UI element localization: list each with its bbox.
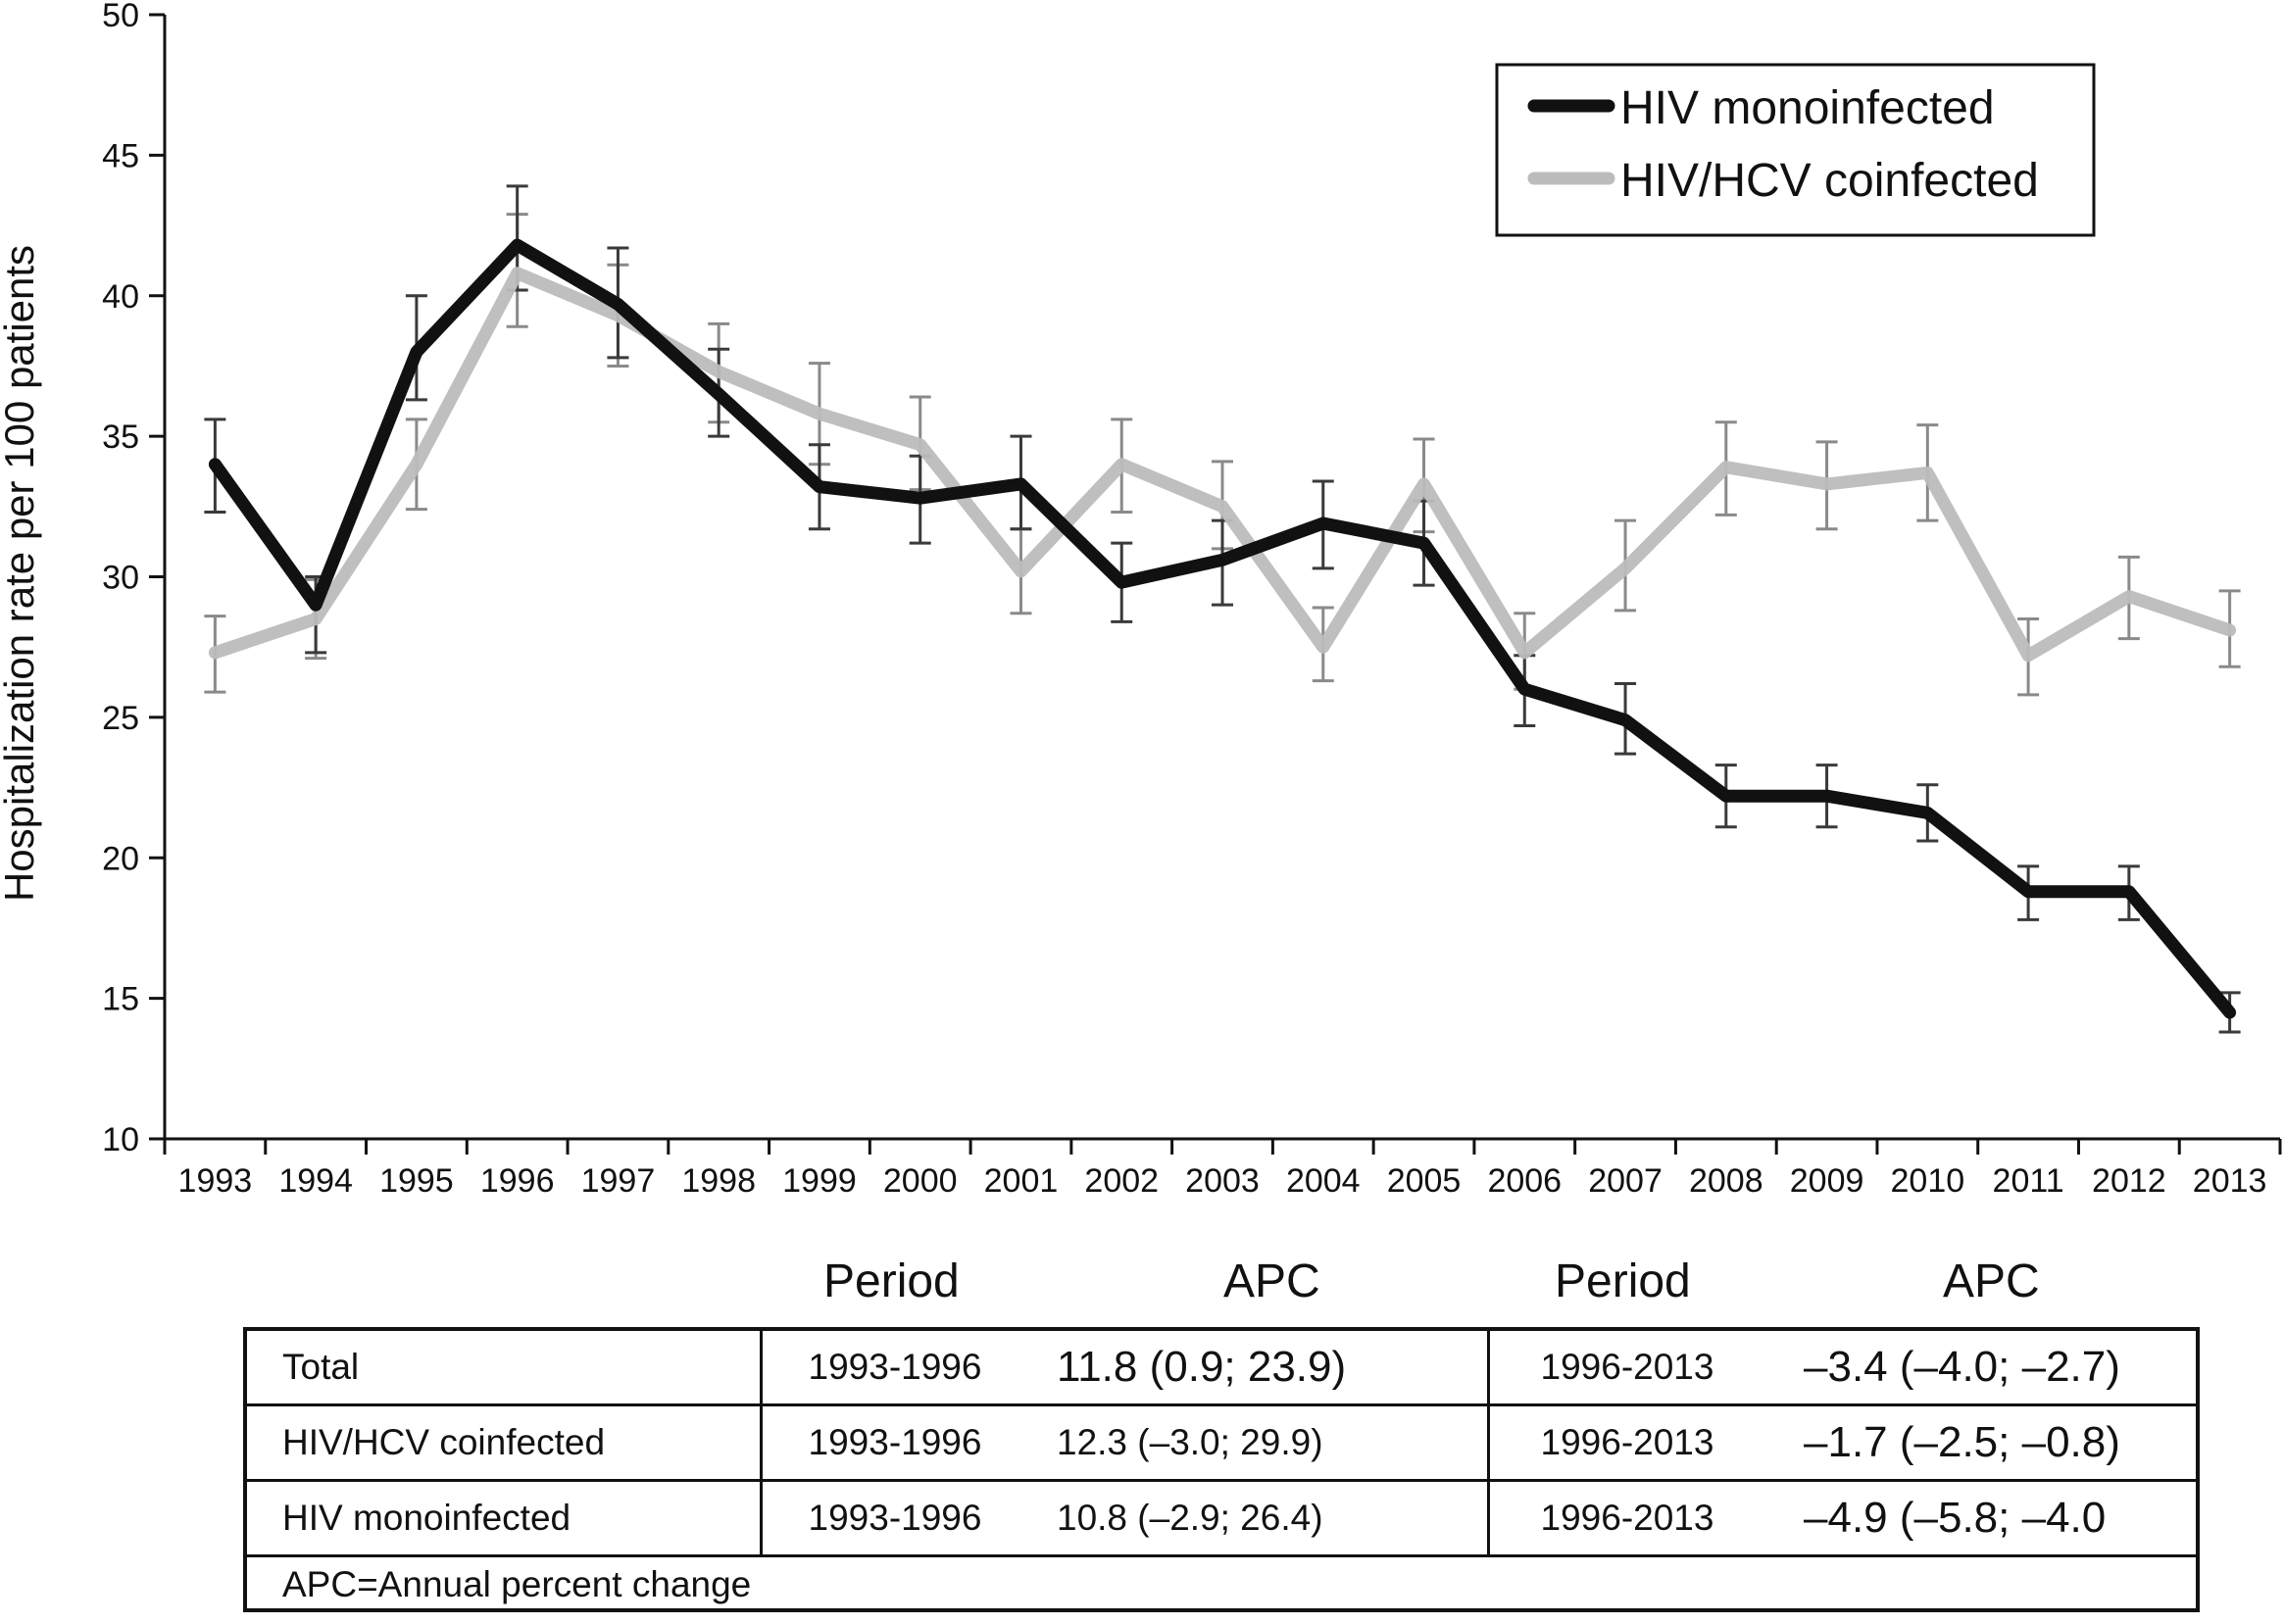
y-tick-label-30: 30 [102,560,139,597]
period-2-cell: 1996-2013 [1540,1498,1714,1538]
x-tick-label-2008: 2008 [1689,1162,1763,1200]
x-tick-label-1996: 1996 [480,1162,555,1200]
x-tick-label-2006: 2006 [1487,1162,1562,1200]
period-1-cell: 1993-1996 [808,1498,982,1538]
apc-1-cell: 11.8 (0.9; 23.9) [1027,1331,1490,1403]
legend-label-hiv-hcv-coinfected: HIV/HCV coinfected [1620,155,2039,207]
y-tick-label-10: 10 [102,1121,139,1158]
table-row-hiv-monoinfected: HIV monoinfected 1993-1996 10.8 (–2.9; 2… [247,1482,2196,1557]
table-header-apc-1: APC [1223,1255,1320,1307]
apc-2-cell: –1.7 (–2.5; –0.8) [1804,1418,2120,1466]
row-label: HIV/HCV coinfected [247,1406,763,1479]
y-tick-label-20: 20 [102,840,139,877]
table-header-period-1: Period [823,1255,960,1307]
x-tick-label-1993: 1993 [178,1162,253,1200]
table-header-period-2: Period [1555,1255,1691,1307]
period-2-cell: 1996-2013 [1540,1347,1714,1387]
x-tick-label-2013: 2013 [2193,1162,2267,1200]
period-2-cell: 1996-2013 [1540,1422,1714,1462]
series-lines [208,238,2237,1019]
apc-2-cell: –4.9 (–5.8; –4.0 [1804,1494,2107,1542]
x-tick-label-2002: 2002 [1084,1162,1159,1200]
x-tick-label-1995: 1995 [379,1162,454,1200]
chart-axes: 10 15 20 25 30 35 40 45 50 1993 1994 1995 1996 1997 19… [102,0,2282,1200]
legend-label-hiv-monoinfected: HIV monoinfected [1620,82,1995,134]
x-tick-label-2004: 2004 [1286,1162,1361,1200]
table-row-note: APC=Annual percent change [247,1557,2196,1612]
y-tick-label-50: 50 [102,0,139,34]
x-tick-label-1994: 1994 [278,1162,353,1200]
error-bars [204,184,2241,1034]
legend: HIV monoinfected HIV/HCV coinfected [1495,63,2096,237]
apc-2-cell: –3.4 (–4.0; –2.7) [1804,1343,2120,1391]
apc-table: Total 1993-1996 11.8 (0.9; 23.9) 1996-20… [243,1327,2200,1612]
x-tick-label-2007: 2007 [1588,1162,1663,1200]
y-tick-label-40: 40 [102,278,139,316]
x-tick-label-2009: 2009 [1790,1162,1864,1200]
x-tick-label-2000: 2000 [883,1162,958,1200]
y-tick-label-35: 35 [102,418,139,456]
x-tick-label-2012: 2012 [2092,1162,2166,1200]
legend-box [1495,63,2096,237]
y-axis-title: Hospitalization rate per 100 patients [0,245,42,902]
x-tick-label-2010: 2010 [1891,1162,1965,1200]
x-tick-label-2001: 2001 [984,1162,1059,1200]
period-1-cell: 1993-1996 [808,1422,982,1462]
y-tick-label-25: 25 [102,700,139,737]
row-label: HIV monoinfected [247,1482,763,1554]
x-tick-label-1999: 1999 [782,1162,857,1200]
x-tick-label-1998: 1998 [681,1162,756,1200]
apc-1-cell: 12.3 (–3.0; 29.9) [1027,1406,1490,1479]
y-tick-label-45: 45 [102,137,139,174]
table-note: APC=Annual percent change [282,1564,752,1604]
table-row-total: Total 1993-1996 11.8 (0.9; 23.9) 1996-20… [247,1331,2196,1406]
x-tick-label-1997: 1997 [581,1162,656,1200]
series-line-hiv-monoinfected [208,238,2237,1019]
period-1-cell: 1993-1996 [808,1347,982,1387]
table-row-hiv-hcv-coinfected: HIV/HCV coinfected 1993-1996 12.3 (–3.0;… [247,1406,2196,1482]
x-tick-label-2011: 2011 [1993,1162,2064,1200]
table-header-apc-2: APC [1943,1255,2040,1307]
apc-1-cell: 10.8 (–2.9; 26.4) [1027,1482,1490,1554]
series-line-hiv-hcv-coinfected [208,267,2237,663]
x-tick-label-2003: 2003 [1185,1162,1260,1200]
y-tick-label-15: 15 [102,981,139,1018]
line-chart: 10 15 20 25 30 35 40 45 50 1993 1994 1995 1996 1997 19… [0,0,2282,1200]
x-tick-label-2005: 2005 [1387,1162,1462,1200]
row-label: Total [247,1331,763,1403]
